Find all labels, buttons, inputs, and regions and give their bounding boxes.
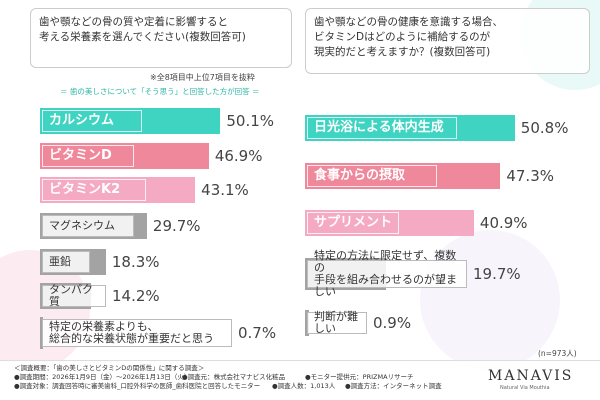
category-label: カルシウム <box>42 110 142 132</box>
value-label: 40.9% <box>479 214 528 232</box>
bar <box>40 177 196 203</box>
category-label: 亜鉛 <box>42 251 90 273</box>
value-label: 19.7% <box>473 265 521 283</box>
footer-title: ＜調査概要：「歯の美しさとビタミンDの関係性」に関する調査＞ <box>14 364 205 372</box>
value-label: 43.1% <box>201 181 249 199</box>
value-label: 50.1% <box>226 112 275 130</box>
decoration <box>420 230 560 370</box>
category-label: 日光浴による体内生成 <box>307 117 457 139</box>
bar <box>305 115 515 141</box>
bar <box>40 143 209 169</box>
value-label: 14.2% <box>112 287 160 305</box>
footer-line: ●調査期間：2026年1月9日（金）〜2026年1月13日（火） <box>14 373 191 381</box>
question-left: 歯や顎などの骨の質や定着に影響すると 考える栄養素を選んでください(複数回答可) <box>30 8 292 68</box>
value-label: 0.7% <box>238 324 277 342</box>
footer-bg <box>0 360 600 400</box>
value-label: 0.9% <box>373 314 412 332</box>
category-label: マグネシウム <box>42 215 134 237</box>
footer-line: ●調査対象：調査回答時に審美歯科_口腔外科学の医師_歯科医院と回答したモニター <box>14 382 261 390</box>
logo: MANAVIS <box>488 368 574 384</box>
bar <box>305 163 501 189</box>
bar <box>40 317 43 349</box>
category-label: 判断が難しい <box>307 311 367 335</box>
footer-line: ●調査方法：インターネット調査 <box>345 382 442 390</box>
value-label: 50.8% <box>520 119 569 137</box>
note: ＝ 歯の美しさについて「そう思う」と回答した方が回答 ＝ <box>60 87 260 96</box>
value-label: 47.3% <box>506 167 554 185</box>
category-label: ビタミンD <box>42 145 134 167</box>
footer-line: ●モニター提供元：PRIZMAリサーチ <box>305 373 414 381</box>
bar <box>305 310 309 336</box>
value-label: 18.3% <box>111 253 160 271</box>
question-right: 歯や顎などの骨の健康を意識する場合、 ビタミンDはどのように補給するのが 現実的… <box>305 8 590 74</box>
logo-tagline: Natural Via Mouthia <box>500 385 550 391</box>
category-label: ビタミンK2 <box>42 179 146 201</box>
footer-line: ●調査元：株式会社マナビス化粧品 <box>182 373 286 381</box>
category-label: タンパク質 <box>42 284 106 308</box>
category-label: 特定の栄養素よりも、 総合的な栄養状態が重要だと思う <box>42 319 232 347</box>
category-label: 特定の方法に限定せず、複数の 手段を組み合わせるのが望ましい <box>307 250 467 298</box>
category-label: サプリメント <box>307 212 399 234</box>
sample-size: (n=973人) <box>538 349 577 358</box>
bar <box>40 108 221 134</box>
category-label: 食事からの摂取 <box>307 165 437 187</box>
note: ※全8項目中上位7項目を抜粋 <box>150 73 255 82</box>
value-label: 29.7% <box>152 217 201 235</box>
footer-line: ●調査人数：1,013人 <box>272 382 336 390</box>
value-label: 46.9% <box>214 147 263 165</box>
bar <box>305 210 474 236</box>
